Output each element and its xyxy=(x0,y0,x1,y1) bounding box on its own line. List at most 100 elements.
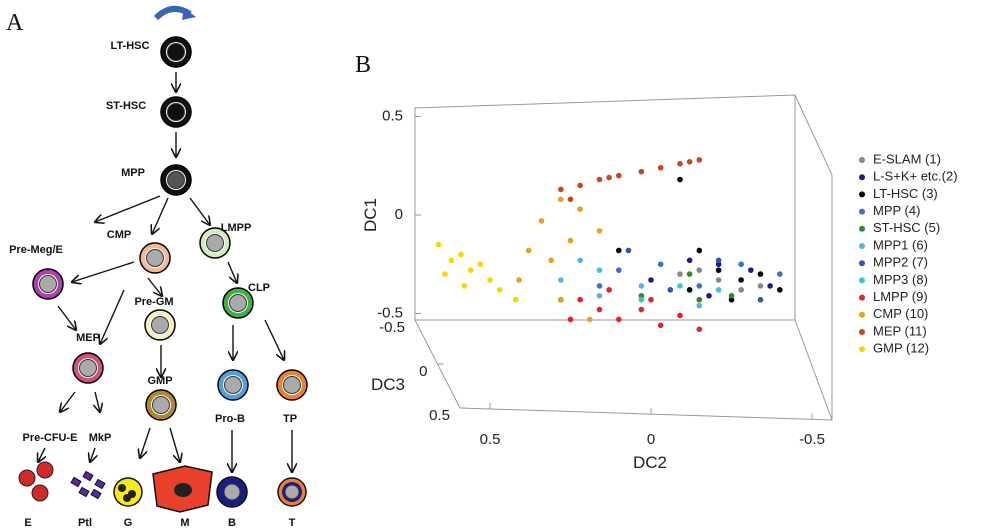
node-label: Pre-GM xyxy=(134,296,173,308)
point xyxy=(657,261,664,268)
point xyxy=(738,287,744,293)
point xyxy=(525,247,532,254)
point xyxy=(558,277,564,283)
point xyxy=(625,247,632,254)
point xyxy=(757,296,764,303)
arrow xyxy=(60,391,76,412)
erythrocyte xyxy=(36,461,54,479)
erythrocyte xyxy=(18,469,36,487)
node-label: MkP xyxy=(89,432,112,444)
arrow xyxy=(38,447,45,462)
legend-marker xyxy=(859,260,865,267)
point xyxy=(538,218,545,224)
point xyxy=(686,271,693,277)
legend-label: MEP (11) xyxy=(873,323,927,338)
arrow xyxy=(147,277,162,296)
erythrocyte xyxy=(31,484,49,502)
point xyxy=(487,277,493,283)
point xyxy=(567,237,574,244)
nucleus xyxy=(283,376,301,394)
point xyxy=(516,277,522,283)
node-label: MEP xyxy=(76,332,100,344)
point xyxy=(677,176,683,183)
legend-marker xyxy=(859,174,865,181)
point xyxy=(638,306,645,313)
point xyxy=(696,247,703,254)
point xyxy=(461,283,468,289)
point xyxy=(738,277,744,283)
point xyxy=(757,283,764,289)
node-label: LMPP xyxy=(221,222,252,234)
panel-label: B xyxy=(355,52,371,78)
nucleus xyxy=(152,396,170,414)
node-label: Pre-Meg/E xyxy=(9,244,63,256)
point xyxy=(616,316,622,323)
point xyxy=(587,316,593,323)
legend-label: LT-HSC (3) xyxy=(873,186,938,201)
point xyxy=(616,267,622,273)
point xyxy=(657,164,664,171)
node-label: TP xyxy=(283,413,297,425)
point xyxy=(696,157,703,163)
point xyxy=(686,159,693,165)
point xyxy=(648,277,654,283)
point xyxy=(686,257,693,264)
legend-marker xyxy=(859,277,865,284)
point xyxy=(596,283,603,289)
arrow xyxy=(95,195,161,222)
node-label: Pro-B xyxy=(215,413,245,425)
nucleus xyxy=(146,249,164,267)
point xyxy=(696,326,703,333)
legend-label: LMPP (9) xyxy=(873,289,928,304)
node-label: B xyxy=(228,517,236,529)
point xyxy=(477,261,484,268)
point xyxy=(738,261,744,268)
legend-marker xyxy=(859,157,865,163)
point xyxy=(596,292,603,299)
legend-label: GMP (12) xyxy=(873,341,929,356)
arrow xyxy=(90,447,95,462)
legend-label: CMP (10) xyxy=(873,306,928,321)
scatter-panel: B0.50-0.50.5 0 -0.5-0.500.5DC1DC2DC3E-SLAM… xyxy=(355,52,958,472)
point xyxy=(577,206,583,212)
arrow xyxy=(95,391,100,412)
node-label: ST-HSC xyxy=(106,100,146,112)
nucleus xyxy=(39,275,57,293)
z-tick-label: -0.5 xyxy=(379,319,405,336)
point xyxy=(677,283,683,289)
point xyxy=(748,267,754,273)
platelet xyxy=(82,470,94,482)
y-tick-label: 0.5 xyxy=(382,107,403,124)
point xyxy=(757,271,764,277)
point xyxy=(558,296,564,303)
legend-label: ST-HSC (5) xyxy=(873,220,940,235)
nucleus xyxy=(224,376,242,394)
node-label: E xyxy=(24,517,31,529)
x-tick-label: -0.5 xyxy=(799,431,825,448)
platelet xyxy=(90,488,102,500)
platelet xyxy=(94,478,106,490)
node-label: MPP xyxy=(121,167,145,179)
lineage-tree: LT-HSC ST-HSC MPP Pre-Meg/E CMP LMPP Pre-GM CLP… xyxy=(9,36,308,529)
point xyxy=(577,257,583,264)
point xyxy=(638,168,645,175)
arrow xyxy=(189,197,210,225)
arrow xyxy=(264,319,284,360)
nucleus xyxy=(79,359,97,377)
y-axis-label: DC1 xyxy=(361,198,380,232)
x-axis-label: DC2 xyxy=(633,453,667,472)
point xyxy=(458,251,464,258)
point xyxy=(596,227,603,234)
legend-marker xyxy=(859,294,865,301)
nucleus xyxy=(167,171,185,189)
point xyxy=(448,257,455,264)
node-label: CMP xyxy=(107,229,131,241)
self-renewal-head xyxy=(182,8,196,20)
point xyxy=(767,283,773,289)
nucleus xyxy=(229,294,247,312)
point xyxy=(667,287,674,293)
legend-marker xyxy=(859,329,865,335)
y-tick-label: -0.5 xyxy=(377,304,403,321)
point xyxy=(467,267,474,273)
platelet xyxy=(78,486,90,498)
